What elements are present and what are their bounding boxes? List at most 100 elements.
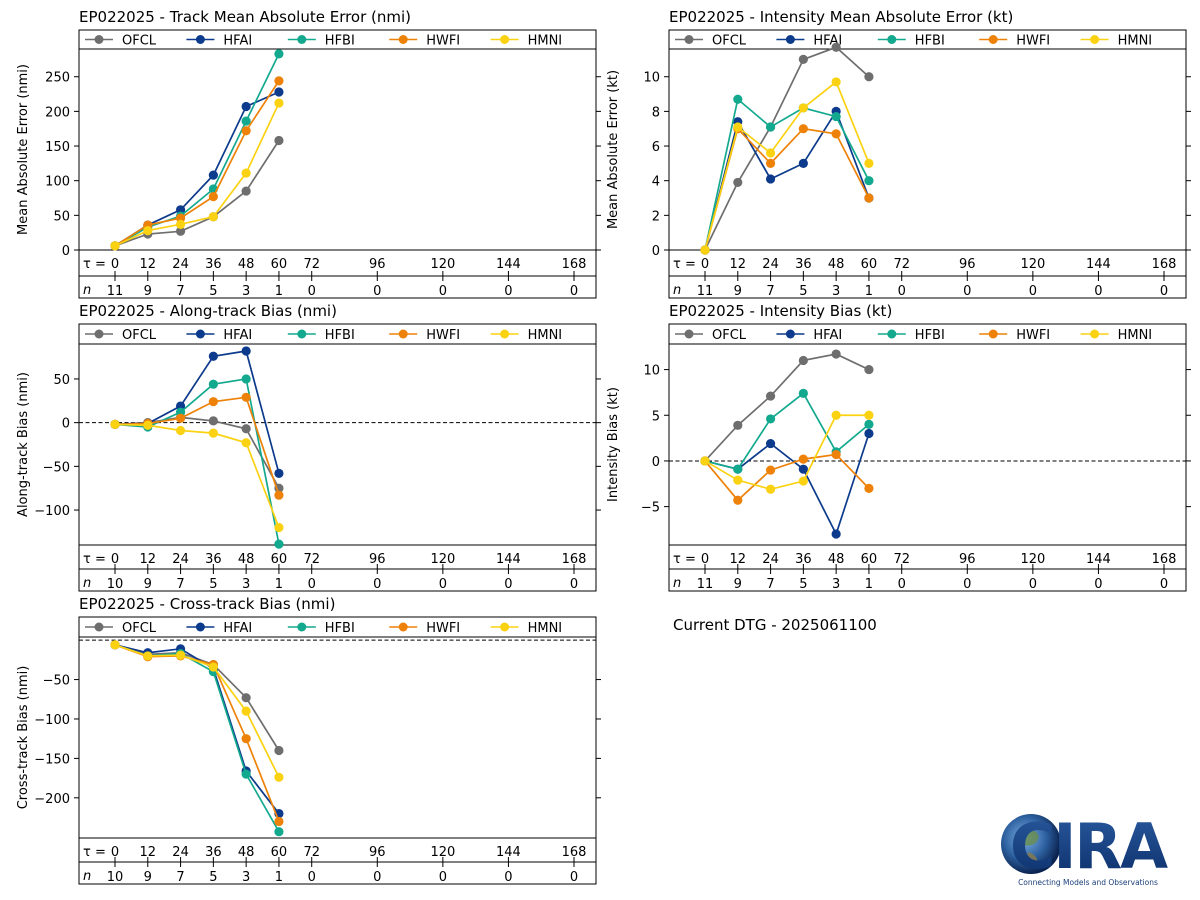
legend-marker: [887, 35, 897, 44]
series-line: [704, 414, 869, 491]
n-count: 0: [504, 870, 512, 885]
data-point-tau-60: [274, 49, 284, 59]
tau-value: 96: [959, 257, 976, 272]
legend-entry-hwfi: HWFI: [979, 328, 1050, 343]
legend-entry-hmni: HMNI: [490, 621, 562, 636]
series-line: [114, 416, 280, 489]
tau-value: 36: [795, 552, 812, 567]
n-count: 1: [865, 577, 873, 592]
n-count: 5: [799, 284, 807, 299]
data-point-tau-48: [241, 424, 251, 434]
legend-entry-ofcl: OFCL: [85, 34, 157, 49]
data-point-tau-60: [864, 72, 874, 82]
legend-marker: [94, 329, 104, 339]
chart-title: EP022025 - Intensity Bias (kt): [669, 302, 892, 320]
data-point-tau-24: [765, 158, 776, 168]
data-point-tau-36: [208, 662, 218, 672]
legend-marker: [785, 35, 795, 44]
data-point-tau-48: [831, 111, 841, 122]
y-tick-label: 10: [643, 71, 660, 86]
data-point-tau-36: [798, 158, 808, 168]
tau-value: 144: [496, 845, 521, 860]
y-axis-label: Cross-track Bias (nmi): [16, 666, 31, 810]
legend-marker: [500, 622, 510, 632]
data-point-tau-36: [798, 54, 808, 64]
legend-entry-hfai: HFAI: [186, 328, 252, 343]
data-point-tau-60: [864, 364, 874, 375]
legend-label: HWFI: [1016, 34, 1050, 49]
tau-label: τ =: [83, 257, 106, 272]
data-point-tau-36: [208, 416, 218, 426]
tau-value: 72: [303, 552, 320, 567]
chart-title: EP022025 - Intensity Mean Absolute Error…: [669, 8, 1013, 26]
series-hfbi: [110, 374, 284, 549]
data-point-tau-12: [733, 475, 743, 485]
tau-value: 24: [762, 552, 779, 567]
legend-entry-ofcl: OFCL: [675, 34, 747, 49]
n-count: 0: [504, 577, 512, 592]
series-line: [114, 80, 280, 247]
data-point-tau-48: [241, 769, 251, 779]
n-count: 7: [766, 284, 774, 299]
data-point-tau-24: [765, 148, 776, 158]
tau-value: 144: [1086, 257, 1111, 272]
legend-marker: [684, 329, 694, 339]
data-point-tau-36: [208, 351, 218, 361]
legend-marker: [1090, 35, 1100, 44]
y-tick-label: 10: [643, 364, 660, 379]
legend-marker: [684, 35, 694, 44]
legend-marker: [1090, 329, 1100, 339]
tau-value: 48: [238, 552, 255, 567]
data-point-tau-60: [274, 772, 284, 782]
n-count: 0: [308, 870, 316, 885]
y-tick-label: 2: [652, 209, 660, 224]
data-point-tau-36: [208, 192, 218, 202]
series-hmni: [110, 640, 284, 782]
series-hfai: [700, 106, 874, 255]
tau-value: 24: [172, 552, 189, 567]
n-count: 5: [209, 284, 217, 299]
n-count: 0: [898, 577, 906, 592]
legend-label: HFAI: [223, 34, 252, 49]
data-point-tau-60: [864, 193, 874, 203]
legend-label: HFBI: [325, 328, 355, 343]
y-tick-label: −100: [34, 504, 70, 519]
legend-marker: [94, 622, 104, 632]
legend-marker: [887, 329, 897, 339]
n-count: 0: [570, 284, 578, 299]
tau-value: 72: [303, 257, 320, 272]
data-point-tau-60: [864, 483, 874, 493]
tau-label: τ =: [673, 257, 696, 272]
tau-value: 36: [795, 257, 812, 272]
data-point-tau-24: [175, 219, 186, 229]
chart-intensity-mae: EP022025 - Intensity Mean Absolute Error…: [606, 8, 1191, 299]
n-count: 1: [275, 577, 283, 592]
data-point-tau-48: [241, 126, 251, 136]
series-hwfi: [110, 392, 284, 500]
legend-label: HMNI: [528, 328, 563, 343]
tau-value: 120: [430, 257, 455, 272]
tau-value: 48: [238, 257, 255, 272]
data-point-tau-60: [274, 490, 284, 500]
data-point-tau-60: [864, 176, 874, 186]
data-point-tau-0: [700, 456, 710, 466]
legend-marker: [195, 329, 205, 339]
y-axis-label: Along-track Bias (nmi): [16, 372, 31, 517]
tau-value: 12: [730, 257, 747, 272]
data-point-tau-0: [110, 419, 120, 429]
tau-value: 72: [893, 257, 910, 272]
n-count: 9: [144, 577, 152, 592]
data-point-tau-48: [241, 168, 251, 178]
n-count: 7: [176, 870, 184, 885]
series-ofcl: [700, 349, 874, 466]
n-count: 1: [275, 284, 283, 299]
tau-value: 144: [496, 257, 521, 272]
series-line: [704, 353, 870, 462]
data-point-tau-48: [241, 116, 251, 126]
legend-entry-hfai: HFAI: [776, 328, 842, 343]
data-point-tau-36: [798, 355, 808, 366]
legend-entry-ofcl: OFCL: [675, 328, 747, 343]
legend-marker: [297, 622, 307, 632]
y-tick-label: 50: [53, 373, 70, 388]
data-point-tau-12: [733, 464, 743, 474]
